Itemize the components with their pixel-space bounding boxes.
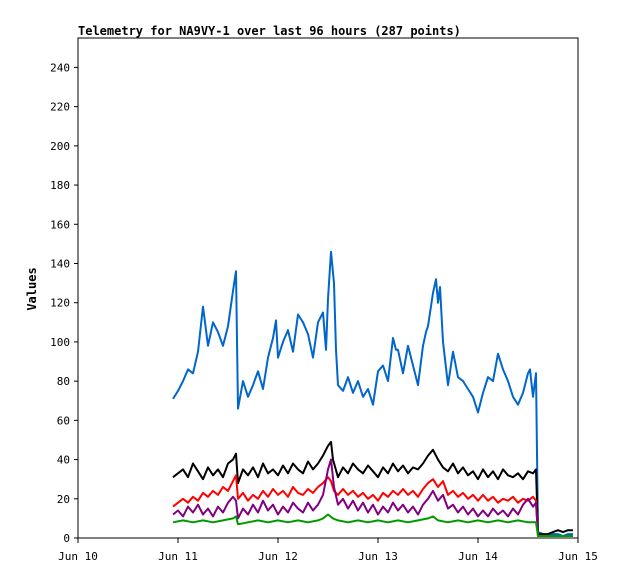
y-tick-label: 220 xyxy=(50,101,70,114)
chart-title: Telemetry for NA9VY-1 over last 96 hours… xyxy=(78,24,461,38)
y-axis-label: Values xyxy=(25,267,39,310)
y-tick-label: 0 xyxy=(63,532,70,545)
series-line-3 xyxy=(172,458,573,537)
y-tick-label: 140 xyxy=(50,257,70,270)
y-tick-label: 160 xyxy=(50,218,70,231)
y-tick-label: 100 xyxy=(50,336,70,349)
x-tick-label: Jun 15 xyxy=(558,550,598,563)
x-tick-label: Jun 14 xyxy=(458,550,498,563)
series-line-1 xyxy=(172,440,573,536)
x-tick-label: Jun 10 xyxy=(58,550,98,563)
series-layer xyxy=(172,250,573,537)
y-tick-label: 120 xyxy=(50,297,70,310)
x-tick-label: Jun 13 xyxy=(358,550,398,563)
x-axis: Jun 10 Jun 11 Jun 12 Jun 13 Jun 14 Jun 15 xyxy=(58,538,598,563)
series-line-2 xyxy=(172,474,573,537)
y-tick-label: 180 xyxy=(50,179,70,192)
x-tick-label: Jun 11 xyxy=(158,550,198,563)
y-axis: 0 20 40 60 80 100 120 140 160 180 200 220 240 xyxy=(50,61,78,545)
y-tick-label: 20 xyxy=(57,493,70,506)
y-tick-label: 60 xyxy=(57,414,70,427)
series-line-4 xyxy=(172,513,573,537)
series-line-0 xyxy=(172,250,573,537)
x-tick-label: Jun 12 xyxy=(258,550,298,563)
y-tick-label: 240 xyxy=(50,61,70,74)
y-tick-label: 200 xyxy=(50,140,70,153)
y-tick-label: 80 xyxy=(57,375,70,388)
y-tick-label: 40 xyxy=(57,454,70,467)
